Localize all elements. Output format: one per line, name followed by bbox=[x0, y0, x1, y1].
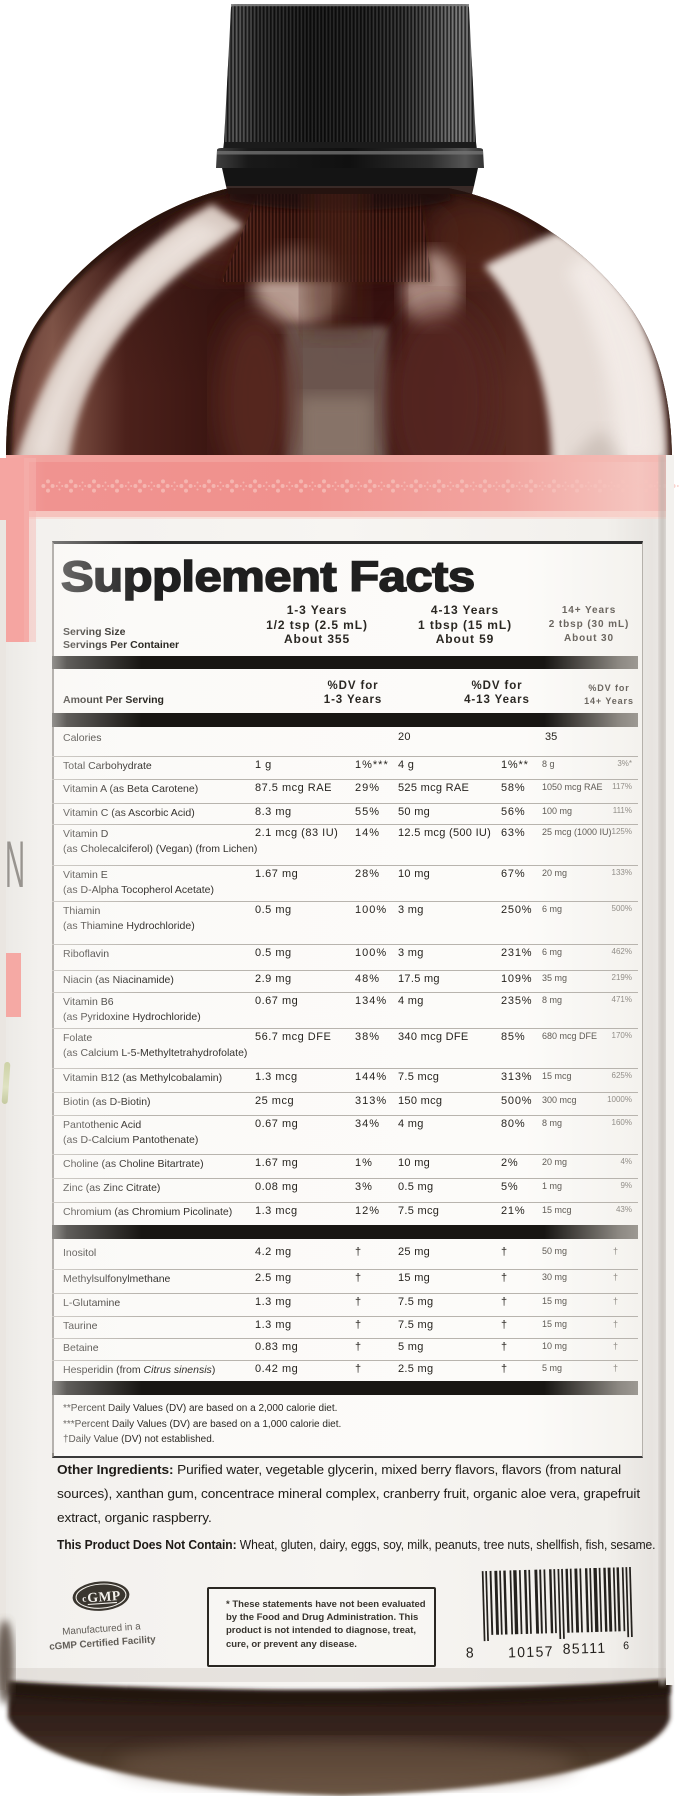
svg-text:85111: 85111 bbox=[563, 1640, 607, 1658]
svg-text:c: c bbox=[82, 1594, 87, 1604]
svg-text:6: 6 bbox=[623, 1640, 629, 1652]
svg-text:10157: 10157 bbox=[508, 1644, 554, 1662]
svg-text:8: 8 bbox=[466, 1645, 474, 1662]
svg-text:GMP: GMP bbox=[87, 1588, 122, 1605]
